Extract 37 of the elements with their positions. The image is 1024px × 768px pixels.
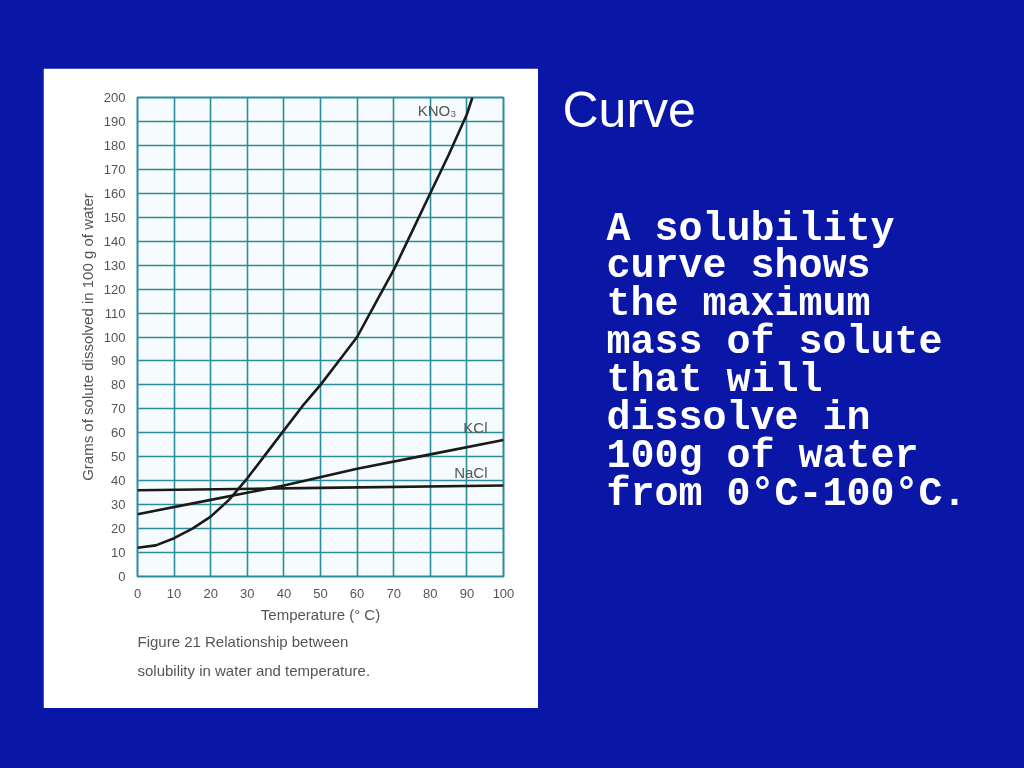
y-tick-label: 90 <box>111 353 126 369</box>
y-tick-label: 100 <box>103 329 126 345</box>
x-tick-label: 60 <box>349 585 365 601</box>
y-tick-label: 190 <box>103 113 126 129</box>
x-tick-label: 40 <box>276 585 292 601</box>
y-tick-label: 170 <box>103 161 126 177</box>
x-tick-label: 50 <box>313 585 328 601</box>
x-tick-label: 30 <box>240 585 255 601</box>
y-tick-label: 200 <box>103 90 126 105</box>
y-tick-label: 160 <box>103 185 126 201</box>
y-tick-label: 0 <box>118 569 126 584</box>
y-tick-label: 120 <box>103 281 126 297</box>
text: A solubility curve shows the maximum mass of solute that will dissolve in 100g of water from 0°C-100°C. <box>606 206 967 518</box>
y-tick-label: 180 <box>103 137 126 153</box>
y-tick-label: 80 <box>111 377 126 393</box>
y-tick-label: 50 <box>111 449 126 465</box>
y-tick-label: 40 <box>111 473 126 489</box>
y-tick-label: 30 <box>111 497 126 513</box>
y-tick-label: 140 <box>103 233 126 249</box>
x-tick-label: 0 <box>133 585 142 601</box>
y-tick-label: 130 <box>103 257 126 273</box>
text: Curve <box>562 81 696 138</box>
y-axis-title: Grams of solute dissolved in 100 g of water <box>78 193 96 481</box>
y-tick-label: 10 <box>111 545 126 561</box>
x-tick-label: 90 <box>459 585 475 601</box>
x-tick-label: 80 <box>423 585 438 601</box>
x-tick-label: 20 <box>203 585 218 601</box>
y-tick-label: 70 <box>111 401 126 417</box>
x-axis-title: Temperature (° C) <box>260 605 381 623</box>
x-tick-label: 100 <box>492 585 515 601</box>
y-tick-label: 150 <box>103 209 126 225</box>
y-tick-label: 110 <box>104 305 126 321</box>
x-tick-label: 10 <box>166 585 182 601</box>
x-tick-label: 70 <box>386 585 401 601</box>
y-tick-label: 20 <box>111 521 126 537</box>
caption: Figure 21 Relationship between solubility in water and temperature. <box>137 632 371 679</box>
y-tick-label: 60 <box>111 425 126 441</box>
